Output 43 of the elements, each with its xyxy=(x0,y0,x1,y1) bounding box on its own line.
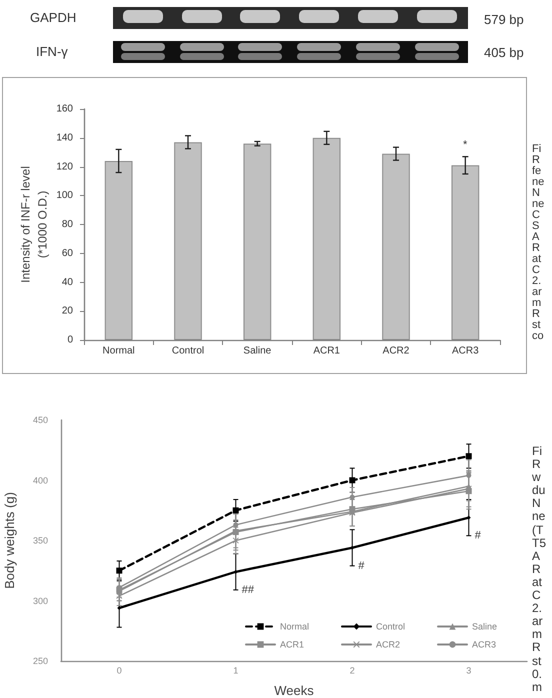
y-tick-label: 450 xyxy=(32,415,48,425)
y-tick-label: 400 xyxy=(32,475,48,486)
y-tick-label: 100 xyxy=(56,190,74,202)
legend-label: Normal xyxy=(280,622,310,632)
x-tick-label: ACR1 xyxy=(313,346,340,356)
x-tick-label: 1 xyxy=(233,666,238,676)
y-tick-label: 0 xyxy=(67,334,74,346)
legend-label: ACR2 xyxy=(376,640,400,650)
y-tick-label: 60 xyxy=(62,248,74,259)
x-tick-label: Normal xyxy=(102,346,135,356)
annotation: * xyxy=(463,139,468,152)
legend-label: Control xyxy=(376,622,406,632)
x-axis-title: Weeks xyxy=(274,683,314,698)
y-axis-title: Body weights (g) xyxy=(2,492,17,589)
y-tick-label: 250 xyxy=(32,656,48,666)
y-tick-label: 160 xyxy=(56,104,74,114)
text: GAPDH xyxy=(30,10,76,25)
y-tick-label: 120 xyxy=(56,161,74,172)
legend-label: Saline xyxy=(472,622,498,632)
y-tick-label: 20 xyxy=(62,306,74,317)
x-tick-label: ACR3 xyxy=(452,346,480,356)
x-tick-label: Control xyxy=(172,346,204,356)
annotation: # xyxy=(474,530,482,542)
annotation: # xyxy=(358,560,366,572)
legend-label: ACR1 xyxy=(280,640,304,650)
y-tick-label: 350 xyxy=(32,536,48,546)
x-tick-label: ACR2 xyxy=(382,346,410,356)
text: 579 bp xyxy=(484,12,524,27)
x-tick-label: 0 xyxy=(116,666,122,676)
y-tick-label: 80 xyxy=(62,219,74,230)
y-axis-title: Intensity of INF-r level (*1000 O.D.) xyxy=(18,166,50,283)
text: Fi R w du N ne (T T5 A R at C 2. ar m R st 0. m xyxy=(532,444,546,694)
text: 405 bp xyxy=(484,45,524,60)
y-tick-label: 40 xyxy=(62,276,74,288)
y-tick-label: 140 xyxy=(56,132,74,144)
x-tick-label: 2 xyxy=(350,666,355,676)
text: Fi R fe ne N ne C S A R at C 2. ar m R st co xyxy=(532,143,544,342)
x-tick-label: Saline xyxy=(243,346,272,356)
legend-label: ACR3 xyxy=(472,640,496,650)
x-tick-label: 3 xyxy=(466,666,472,676)
y-tick-label: 300 xyxy=(32,596,48,606)
text: IFN-γ xyxy=(36,44,68,59)
annotation: ## xyxy=(242,584,255,596)
